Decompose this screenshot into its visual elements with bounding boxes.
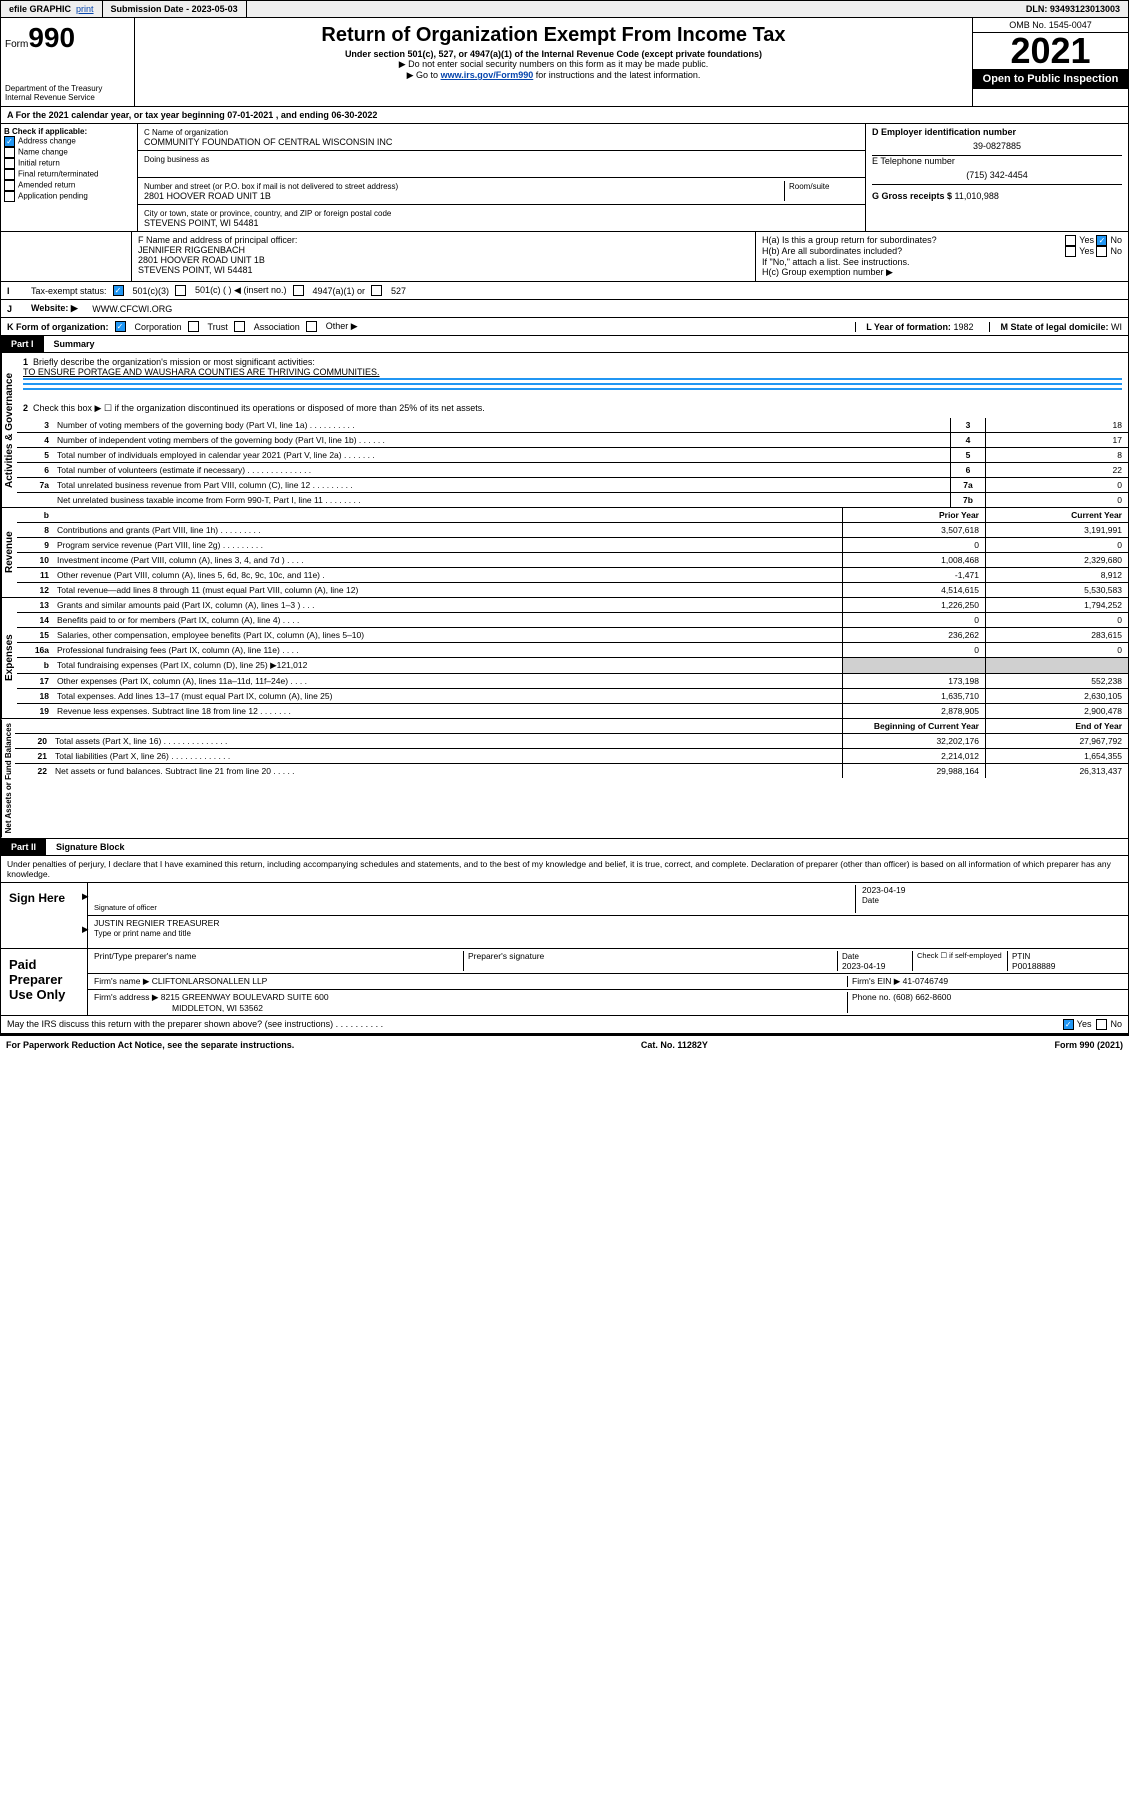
col-DEG: D Employer identification number 39-0827… — [865, 124, 1128, 231]
money-row: 12Total revenue—add lines 8 through 11 (… — [17, 583, 1128, 597]
chk-address-change[interactable] — [4, 136, 15, 147]
col-B: B Check if applicable: Address change Na… — [1, 124, 138, 231]
money-row: 13Grants and similar amounts paid (Part … — [17, 598, 1128, 613]
org-address: 2801 HOOVER ROAD UNIT 1B — [144, 191, 271, 201]
money-row: 19Revenue less expenses. Subtract line 1… — [17, 704, 1128, 718]
chk-Hb-yes[interactable] — [1065, 246, 1076, 257]
chk-name-change[interactable] — [4, 147, 15, 158]
gov-row: 7aTotal unrelated business revenue from … — [17, 478, 1128, 493]
chk-amended[interactable] — [4, 180, 15, 191]
gov-row: 5Total number of individuals employed in… — [17, 448, 1128, 463]
irs-link[interactable]: www.irs.gov/Form990 — [441, 70, 534, 80]
dln: DLN: 93493123013003 — [1018, 1, 1128, 17]
ein: 39-0827885 — [872, 137, 1122, 155]
section-expenses: Expenses 13Grants and similar amounts pa… — [0, 598, 1129, 719]
chk-501c[interactable] — [175, 285, 186, 296]
declaration: Under penalties of perjury, I declare th… — [0, 856, 1129, 883]
money-row: bTotal fundraising expenses (Part IX, co… — [17, 658, 1128, 674]
line-J: JWebsite: ▶ WWW.CFCWI.ORG — [0, 300, 1129, 318]
org-city: STEVENS POINT, WI 54481 — [144, 218, 259, 228]
section-BCD: B Check if applicable: Address change Na… — [0, 124, 1129, 232]
section-revenue: Revenue bPrior YearCurrent Year 8Contrib… — [0, 508, 1129, 598]
gov-row: 4Number of independent voting members of… — [17, 433, 1128, 448]
col-C: C Name of organizationCOMMUNITY FOUNDATI… — [138, 124, 865, 231]
chk-assoc[interactable] — [234, 321, 245, 332]
officer-name: JENNIFER RIGGENBACH — [138, 245, 245, 255]
open-inspection: Open to Public Inspection — [973, 69, 1128, 89]
note-link: ▶ Go to www.irs.gov/Form990 for instruct… — [139, 70, 968, 81]
gov-row: 6Total number of volunteers (estimate if… — [17, 463, 1128, 478]
chk-501c3[interactable] — [113, 285, 124, 296]
money-row: 11Other revenue (Part VIII, column (A), … — [17, 568, 1128, 583]
money-row: 18Total expenses. Add lines 13–17 (must … — [17, 689, 1128, 704]
part-II-header: Part IISignature Block — [0, 839, 1129, 856]
section-governance: Activities & Governance 1 Briefly descri… — [0, 353, 1129, 508]
org-name: COMMUNITY FOUNDATION OF CENTRAL WISCONSI… — [144, 137, 392, 147]
chk-Ha-no[interactable] — [1096, 235, 1107, 246]
signer-name: JUSTIN REGNIER TREASURER — [94, 918, 219, 928]
sign-here: Sign Here Signature of officer▶2023-04-1… — [0, 883, 1129, 949]
firm-phone: (608) 662-8600 — [893, 992, 951, 1002]
ptin: P00188889 — [1012, 961, 1056, 971]
footer: For Paperwork Reduction Act Notice, see … — [0, 1034, 1129, 1054]
chk-Ha-yes[interactable] — [1065, 235, 1076, 246]
chk-final-return[interactable] — [4, 169, 15, 180]
gov-row: Net unrelated business taxable income fr… — [17, 493, 1128, 507]
money-row: 8Contributions and grants (Part VIII, li… — [17, 523, 1128, 538]
submission-date: Submission Date - 2023-05-03 — [103, 1, 247, 17]
chk-corp[interactable] — [115, 321, 126, 332]
line-A: A For the 2021 calendar year, or tax yea… — [0, 107, 1129, 124]
form-subtitle: Under section 501(c), 527, or 4947(a)(1)… — [139, 49, 968, 59]
irs-label: Internal Revenue Service — [5, 93, 130, 102]
chk-initial-return[interactable] — [4, 158, 15, 169]
chk-app-pending[interactable] — [4, 191, 15, 202]
chk-Hb-no[interactable] — [1096, 246, 1107, 257]
gov-row: 3Number of voting members of the governi… — [17, 418, 1128, 433]
line-KLM: K Form of organization: Corporation Trus… — [0, 318, 1129, 336]
tax-year: 2021 — [973, 33, 1128, 69]
money-row: 9Program service revenue (Part VIII, lin… — [17, 538, 1128, 553]
dept-label: Department of the Treasury — [5, 84, 130, 93]
money-row: 22Net assets or fund balances. Subtract … — [15, 764, 1128, 778]
money-row: 21Total liabilities (Part X, line 26) . … — [15, 749, 1128, 764]
website: WWW.CFCWI.ORG — [92, 304, 172, 314]
money-row: 17Other expenses (Part IX, column (A), l… — [17, 674, 1128, 689]
money-row: 16aProfessional fundraising fees (Part I… — [17, 643, 1128, 658]
note-ssn: ▶ Do not enter social security numbers o… — [139, 59, 968, 70]
phone: (715) 342-4454 — [872, 166, 1122, 184]
paid-preparer: Paid Preparer Use Only Print/Type prepar… — [0, 949, 1129, 1016]
firm-ein: 41-0746749 — [903, 976, 948, 986]
money-row: 14Benefits paid to or for members (Part … — [17, 613, 1128, 628]
money-row: 15Salaries, other compensation, employee… — [17, 628, 1128, 643]
chk-527[interactable] — [371, 285, 382, 296]
gross-receipts: 11,010,988 — [955, 191, 999, 201]
may-discuss: May the IRS discuss this return with the… — [0, 1016, 1129, 1034]
chk-4947[interactable] — [293, 285, 304, 296]
section-netassets: Net Assets or Fund Balances Beginning of… — [0, 719, 1129, 838]
money-row: 10Investment income (Part VIII, column (… — [17, 553, 1128, 568]
money-row: 20Total assets (Part X, line 16) . . . .… — [15, 734, 1128, 749]
firm-name: CLIFTONLARSONALLEN LLP — [152, 976, 268, 986]
chk-trust[interactable] — [188, 321, 199, 332]
form-title: Return of Organization Exempt From Incom… — [139, 24, 968, 47]
form-header: Form990 Department of the Treasury Inter… — [0, 18, 1129, 107]
mission: TO ENSURE PORTAGE AND WAUSHARA COUNTIES … — [23, 367, 380, 377]
form-number: Form990 — [5, 22, 130, 54]
section-FH: F Name and address of principal officer:… — [0, 232, 1129, 282]
topbar: efile GRAPHIC print Submission Date - 20… — [0, 0, 1129, 18]
line-I: ITax-exempt status: 501(c)(3) 501(c) ( )… — [0, 282, 1129, 300]
chk-may-yes[interactable] — [1063, 1019, 1074, 1030]
part-I-header: Part ISummary — [0, 336, 1129, 353]
print-link[interactable]: print — [76, 4, 94, 14]
efile-label: efile GRAPHIC print — [1, 1, 103, 17]
chk-may-no[interactable] — [1096, 1019, 1107, 1030]
chk-other[interactable] — [306, 321, 317, 332]
